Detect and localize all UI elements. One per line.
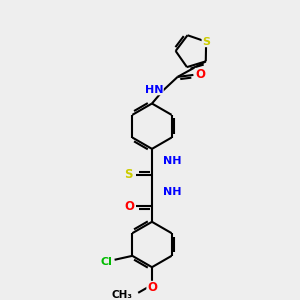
Text: NH: NH — [163, 187, 181, 197]
Text: CH₃: CH₃ — [111, 290, 132, 300]
Text: O: O — [147, 281, 157, 294]
Text: HN: HN — [145, 85, 163, 95]
Text: O: O — [124, 200, 134, 213]
Text: S: S — [124, 168, 133, 181]
Text: Cl: Cl — [101, 257, 112, 267]
Text: NH: NH — [163, 156, 181, 166]
Text: O: O — [195, 68, 205, 81]
Text: S: S — [202, 37, 210, 47]
